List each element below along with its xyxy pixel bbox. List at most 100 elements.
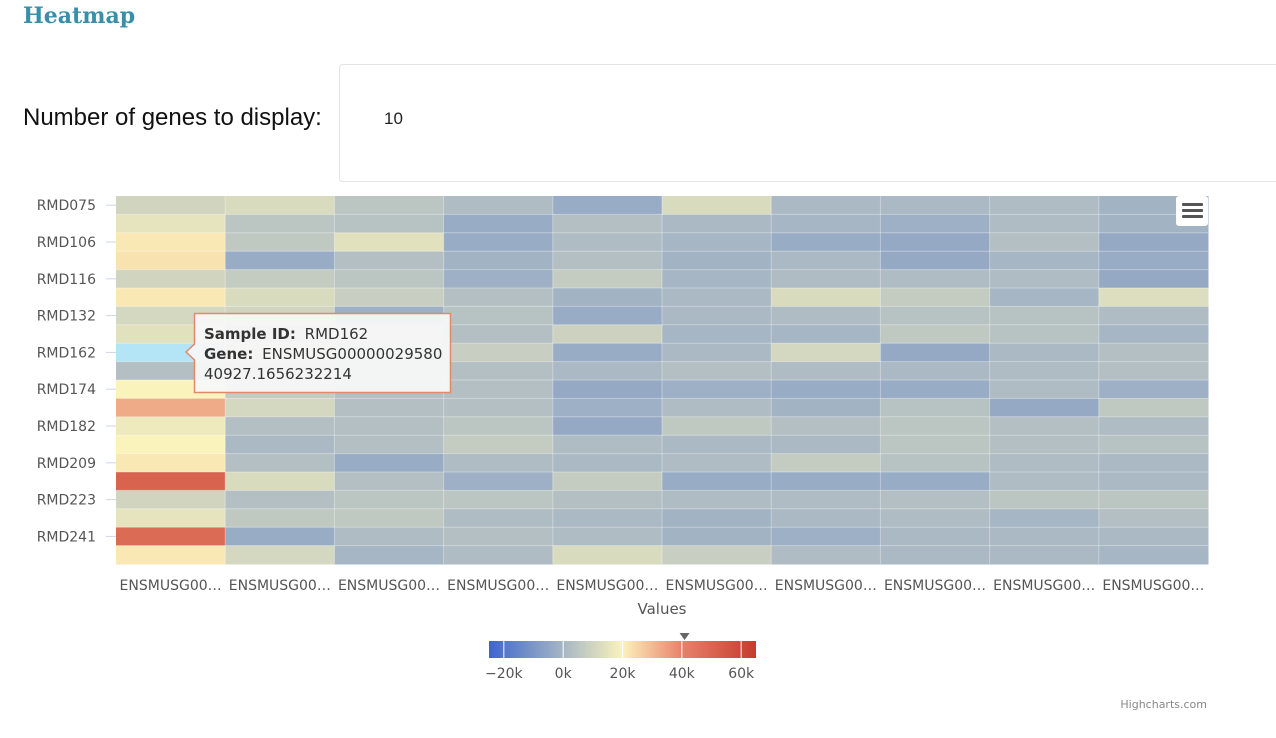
heatmap-cell[interactable] (552, 269, 663, 289)
heatmap-cell[interactable] (334, 490, 445, 510)
heatmap-cell[interactable] (552, 527, 663, 547)
heatmap-cell[interactable] (225, 288, 335, 307)
heatmap-cell[interactable] (771, 490, 881, 510)
heatmap-cell[interactable] (443, 306, 554, 326)
heatmap-cell[interactable] (225, 527, 335, 547)
heatmap-cell[interactable] (443, 545, 554, 565)
heatmap-cell[interactable] (334, 435, 445, 455)
heatmap-cell[interactable] (771, 435, 881, 455)
heatmap-cell[interactable] (662, 251, 772, 271)
heatmap-cell[interactable] (443, 269, 554, 289)
heatmap-cell[interactable] (116, 453, 226, 473)
heatmap-cell[interactable] (1098, 288, 1209, 307)
heatmap-cell[interactable] (552, 361, 663, 381)
heatmap-cell[interactable] (771, 453, 881, 473)
heatmap-cell[interactable] (771, 361, 881, 381)
heatmap-cell[interactable] (116, 527, 226, 547)
heatmap-cell[interactable] (552, 232, 663, 252)
heatmap-cell[interactable] (443, 361, 554, 381)
heatmap-cell[interactable] (334, 269, 445, 289)
heatmap-cell[interactable] (116, 196, 226, 215)
heatmap-cell[interactable] (334, 214, 445, 234)
heatmap-cell[interactable] (116, 416, 226, 436)
heatmap-cell[interactable] (225, 251, 335, 271)
heatmap-cell[interactable] (662, 398, 772, 418)
heatmap-cell[interactable] (880, 416, 991, 436)
heatmap-cell[interactable] (880, 490, 991, 510)
heatmap-cell[interactable] (116, 398, 226, 418)
heatmap-cell[interactable] (662, 288, 772, 307)
heatmap-cell[interactable] (1098, 398, 1209, 418)
heatmap-cell[interactable] (443, 343, 554, 363)
heatmap-cell[interactable] (662, 232, 772, 252)
heatmap-cell[interactable] (989, 269, 1100, 289)
heatmap-cell[interactable] (225, 196, 335, 215)
heatmap-cell[interactable] (989, 306, 1100, 326)
heatmap-cell[interactable] (880, 527, 991, 547)
heatmap-cell[interactable] (443, 472, 554, 491)
heatmap-cell[interactable] (1098, 416, 1209, 436)
heatmap-cell[interactable] (116, 545, 226, 565)
heatmap-cell[interactable] (662, 472, 772, 491)
heatmap-cell[interactable] (1098, 361, 1209, 381)
heatmap-cell[interactable] (116, 232, 226, 252)
heatmap-cell[interactable] (771, 306, 881, 326)
heatmap-cell[interactable] (1098, 508, 1209, 528)
heatmap-cell[interactable] (443, 435, 554, 455)
heatmap-cell[interactable] (880, 508, 991, 528)
heatmap-cell[interactable] (443, 288, 554, 307)
heatmap-cell[interactable] (989, 490, 1100, 510)
heatmap-cell[interactable] (771, 527, 881, 547)
heatmap-cell[interactable] (771, 343, 881, 363)
heatmap-cell[interactable] (1098, 453, 1209, 473)
heatmap-cell[interactable] (334, 196, 445, 215)
heatmap-cell[interactable] (225, 472, 335, 491)
heatmap-cell[interactable] (662, 527, 772, 547)
heatmap-cell[interactable] (771, 214, 881, 234)
heatmap-cell[interactable] (116, 269, 226, 289)
heatmap-cell[interactable] (880, 380, 991, 399)
heatmap-cell[interactable] (334, 288, 445, 307)
heatmap-cell[interactable] (989, 232, 1100, 252)
heatmap-cell[interactable] (552, 435, 663, 455)
heatmap-cell[interactable] (443, 324, 554, 344)
heatmap-cell[interactable] (1098, 435, 1209, 455)
heatmap-cell[interactable] (334, 398, 445, 418)
heatmap-cell[interactable] (225, 508, 335, 528)
heatmap-cell[interactable] (1098, 232, 1209, 252)
credits-link[interactable]: Highcharts.com (1120, 698, 1207, 711)
heatmap-cell[interactable] (443, 196, 554, 215)
heatmap-cell[interactable] (443, 527, 554, 547)
heatmap-cell[interactable] (1098, 527, 1209, 547)
heatmap-cell[interactable] (989, 196, 1100, 215)
heatmap-cell[interactable] (989, 453, 1100, 473)
heatmap-cell[interactable] (334, 232, 445, 252)
hamburger-menu-icon[interactable] (1182, 203, 1203, 218)
heatmap-cell[interactable] (552, 508, 663, 528)
heatmap-cell[interactable] (1098, 545, 1209, 565)
heatmap-cell[interactable] (989, 251, 1100, 271)
heatmap-cell[interactable] (771, 380, 881, 399)
heatmap-cell[interactable] (334, 545, 445, 565)
heatmap-cell[interactable] (771, 251, 881, 271)
heatmap-cell[interactable] (662, 343, 772, 363)
heatmap-cell[interactable] (662, 490, 772, 510)
heatmap-cell[interactable] (1098, 380, 1209, 399)
heatmap-cell[interactable] (989, 324, 1100, 344)
heatmap-cell[interactable] (225, 269, 335, 289)
heatmap-cell[interactable] (989, 214, 1100, 234)
heatmap-cell[interactable] (552, 453, 663, 473)
heatmap-cell[interactable] (989, 343, 1100, 363)
heatmap-cell[interactable] (334, 472, 445, 491)
heatmap-cell[interactable] (334, 508, 445, 528)
heatmap-cell[interactable] (989, 472, 1100, 491)
heatmap-cell[interactable] (443, 508, 554, 528)
heatmap-cell[interactable] (880, 214, 991, 234)
heatmap-cell[interactable] (771, 232, 881, 252)
heatmap-cell[interactable] (225, 453, 335, 473)
heatmap-cell[interactable] (225, 398, 335, 418)
heatmap-cell[interactable] (880, 453, 991, 473)
heatmap-cell[interactable] (443, 490, 554, 510)
heatmap-cell[interactable] (771, 288, 881, 307)
chart-menu-button[interactable] (1176, 196, 1208, 226)
